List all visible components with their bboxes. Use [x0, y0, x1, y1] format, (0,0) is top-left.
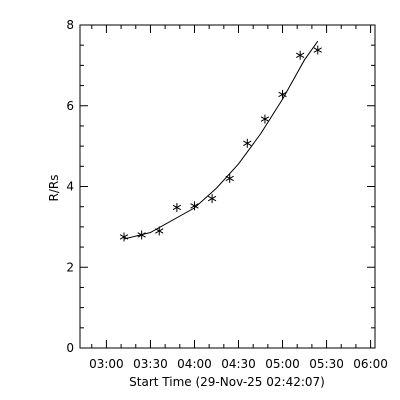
x-tick-label: 03:30	[133, 357, 168, 371]
x-tick-label: 06:00	[353, 357, 388, 371]
data-point	[313, 45, 322, 55]
y-tick-label: 6	[66, 99, 74, 113]
data-point	[190, 201, 199, 211]
x-tick-label: 05:00	[265, 357, 300, 371]
x-axis-title: Start Time (29-Nov-25 02:42:07)	[129, 375, 325, 389]
y-tick-label: 8	[66, 18, 74, 32]
data-point	[172, 202, 182, 212]
data-point	[137, 230, 146, 240]
x-tick-label: 04:30	[221, 357, 256, 371]
data-point	[207, 194, 217, 204]
data-point	[278, 89, 287, 99]
y-axis-title: R/Rs	[47, 175, 61, 202]
y-tick-label: 4	[66, 180, 74, 194]
data-point	[295, 50, 305, 60]
axes	[80, 24, 375, 349]
y-tick-label: 2	[66, 260, 74, 274]
x-tick-label: 05:30	[309, 357, 344, 371]
data-point	[155, 226, 164, 236]
data-points	[119, 45, 322, 242]
tick-labels: 03:00 03:30 04:00 04:30 05:00 05:30 06:00 0 2 4 6 8	[66, 18, 388, 371]
data-point	[260, 114, 270, 124]
data-point	[243, 138, 252, 148]
x-tick-label: 04:00	[177, 357, 212, 371]
x-tick-label: 03:00	[89, 357, 124, 371]
y-tick-label: 0	[66, 341, 74, 355]
fit-curve	[123, 40, 319, 240]
plot-frame	[79, 24, 376, 349]
data-point	[225, 173, 234, 183]
data-point	[119, 232, 129, 242]
